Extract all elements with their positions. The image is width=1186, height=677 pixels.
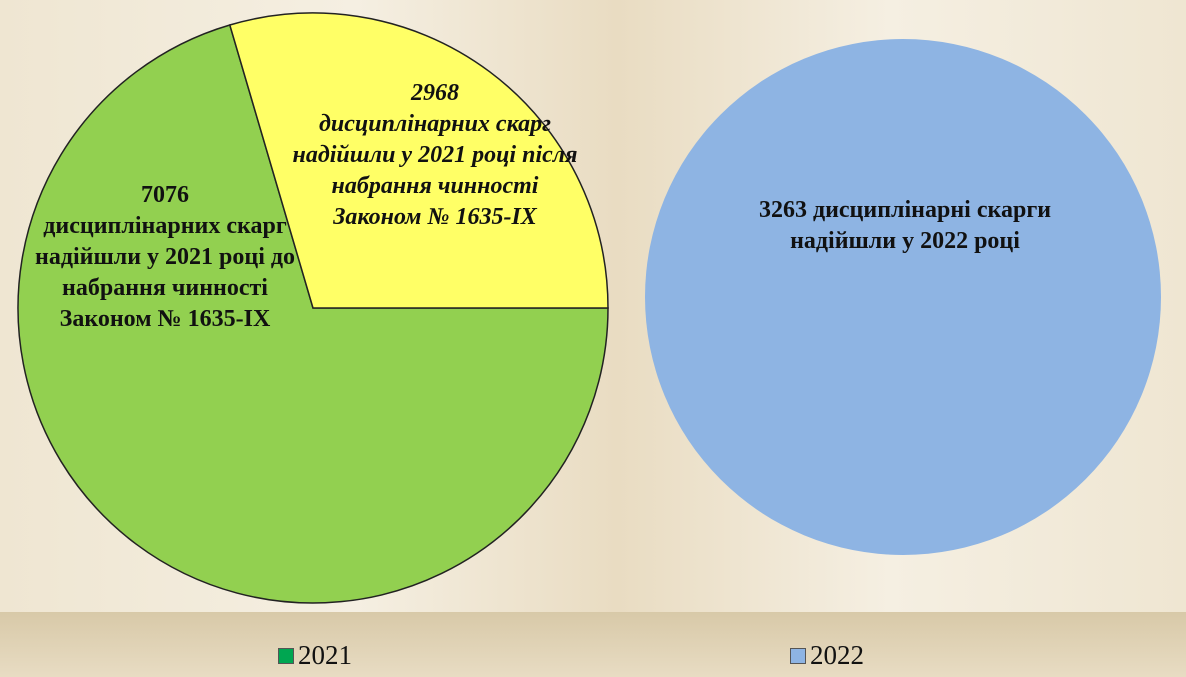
slice-label: 7076 дисциплінарних скарг надійшли у 2021… [35,180,295,335]
slice-value: 3263 [758,197,807,223]
pie-slice [17,24,609,604]
pie-slice [228,12,609,309]
pie-slice [645,39,1161,555]
legend-swatch [790,647,806,664]
legend-swatch [278,647,294,664]
slice-value: 2968 [411,80,459,106]
slice-category: дисциплінарних скарг надійшли у 2021 роц… [292,111,578,230]
slice-category: дисциплінарних скарг надійшли у 2021 роц… [35,213,296,332]
slice-label: 2968 дисциплінарних скарг надійшли у 2021… [290,78,580,233]
legend-label: 2021 [298,640,352,670]
legend-label: 2022 [810,640,864,670]
slice-value: 7076 [141,182,189,208]
legend: 2021 [278,640,352,671]
legend: 2022 [790,640,864,671]
footer-band [0,612,1186,677]
slice-category: дисциплінарні скарги надійшли у 2022 роц… [790,197,1052,254]
slice-label: 3263 дисциплінарні скарги надійшли у 202… [720,195,1090,257]
